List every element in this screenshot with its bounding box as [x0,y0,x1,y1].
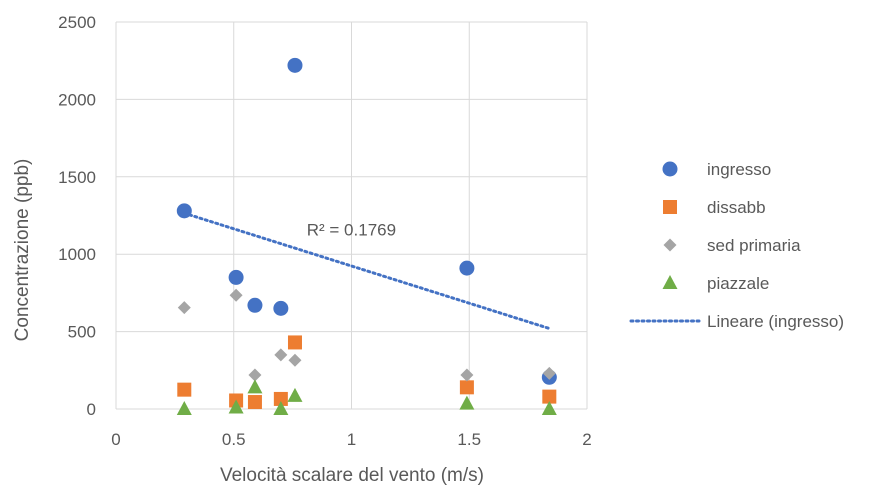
legend-label: piazzale [707,274,769,293]
trendline-ingresso [182,211,551,331]
legend-label: dissabb [707,198,766,217]
point-sed-primaria [229,288,243,302]
legend: ingresso dissabb sed primaria piazzale Linea… [629,160,844,331]
legend-marker [663,200,677,214]
y-tick-label: 0 [87,400,96,419]
point-piazzale [287,387,303,402]
point-dissabb [459,380,474,395]
point-piazzale [541,401,557,415]
point-sed-primaria [460,368,474,382]
point-ingresso [176,203,192,219]
y-tick-label: 1500 [58,168,96,187]
r-squared-label: R² = 0.1769 [307,220,396,239]
legend-entry-trendline: Lineare (ingresso) [629,312,844,331]
point-piazzale [459,395,475,410]
point-sed-primaria [288,353,302,367]
point-ingresso [273,300,289,316]
point-dissabb [177,382,192,397]
point-piazzale [176,401,192,415]
y-tick-label: 2000 [58,90,96,109]
point-piazzale [228,399,244,414]
y-tick-label: 1000 [58,245,96,264]
legend-label: sed primaria [707,236,801,255]
x-axis-label: Velocità scalare del vento (m/s) [220,465,484,486]
legend-entry-sed-primaria: sed primaria [663,236,801,255]
series-dissabb [177,335,557,410]
legend-marker [662,275,678,289]
y-tick-label: 500 [68,323,96,342]
x-tick-label: 0.5 [222,430,246,449]
legend-label: Lineare (ingresso) [707,312,844,331]
point-ingresso [247,297,263,313]
point-sed-primaria [274,348,288,362]
gridlines [115,21,588,410]
data-points [176,57,557,415]
series-ingresso [176,57,557,385]
point-sed-primaria [248,368,262,382]
point-sed-primaria [542,366,556,380]
point-ingresso [459,260,475,276]
point-piazzale [247,379,263,394]
point-piazzale [273,401,289,415]
x-tick-label: 1 [347,430,356,449]
point-sed-primaria [177,301,191,315]
point-dissabb [273,391,288,406]
x-tick-label: 0 [111,430,120,449]
point-ingresso [287,57,303,73]
legend-marker [663,238,677,252]
x-tick-label: 2 [582,430,591,449]
legend-entry-dissabb: dissabb [663,198,766,217]
tick-labels: 0 500 1000 1500 2000 2500 0 0.5 1 1.5 2 [58,13,592,449]
point-ingresso [228,269,244,285]
point-dissabb [287,335,302,350]
y-tick-label: 2500 [58,13,96,32]
legend-entry-ingresso: ingresso [662,160,771,179]
point-dissabb [247,395,262,410]
legend-entry-piazzale: piazzale [662,274,769,293]
x-tick-label: 1.5 [457,430,481,449]
series-sed-primaria [177,288,556,382]
legend-marker [662,161,678,177]
series-piazzale [176,379,557,415]
legend-label: ingresso [707,160,771,179]
y-axis-label: Concentrazione (ppb) [12,159,33,342]
point-dissabb [542,389,557,404]
